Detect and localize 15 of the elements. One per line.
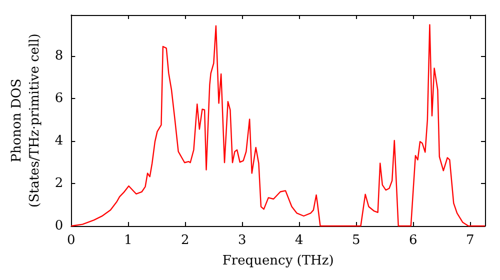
- x-tick-label: 5: [352, 233, 360, 248]
- x-tick-label: 4: [295, 233, 304, 248]
- x-tick-label: 6: [409, 233, 418, 248]
- x-axis-title: Frequency (THz): [222, 253, 334, 268]
- y-tick-label: 4: [54, 133, 64, 148]
- y-axis-title: Phonon DOS (States/THz·primitive cell): [10, 33, 42, 208]
- x-tick-label: 3: [238, 233, 246, 248]
- y-tick-label: 2: [54, 176, 64, 191]
- x-tick-label: 2: [181, 233, 190, 248]
- y-tick-label: 8: [54, 48, 64, 64]
- x-tick-label: 7: [466, 233, 474, 248]
- x-tick-label: 0: [67, 233, 76, 248]
- y-tick-label: 0: [54, 218, 64, 234]
- y-tick-label: 6: [54, 90, 64, 106]
- x-tick-label: 1: [124, 233, 132, 248]
